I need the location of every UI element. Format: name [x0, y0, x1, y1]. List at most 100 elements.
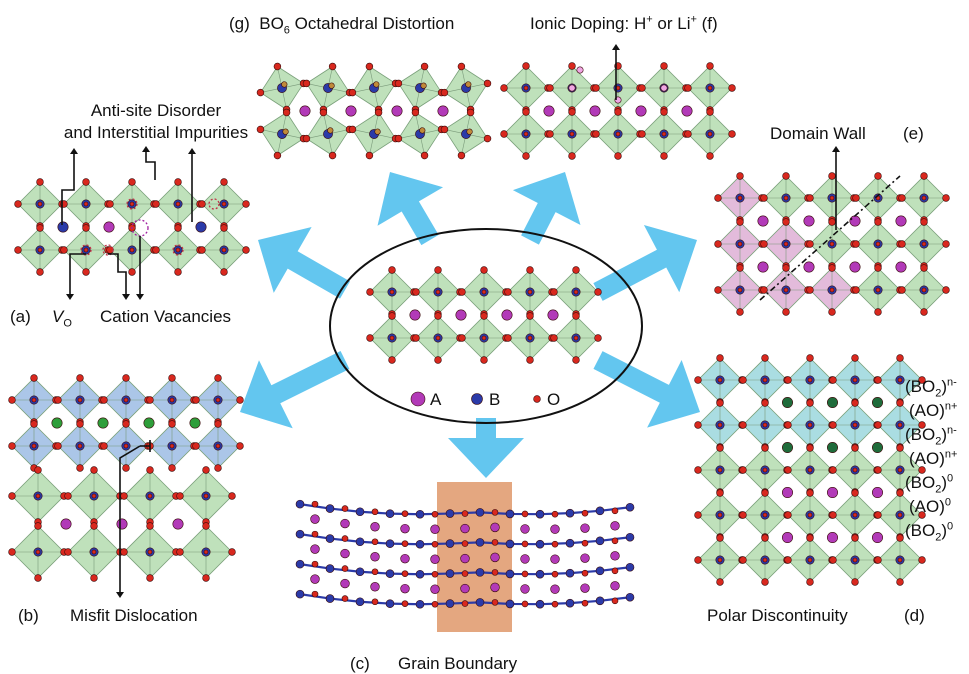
- oxygen-atom: [852, 512, 858, 518]
- domain-wall-line: [759, 175, 901, 301]
- oxygen-atom: [129, 201, 135, 207]
- oxygen-atom: [829, 556, 837, 564]
- oxygen-atom: [371, 568, 379, 576]
- oxygen-atom: [706, 152, 714, 160]
- distorted-oxygen: [327, 127, 334, 134]
- oxygen-atom: [896, 354, 904, 362]
- oxygen-atom: [202, 466, 210, 474]
- oxygen-atom: [829, 511, 837, 519]
- oxygen-atom: [34, 522, 42, 530]
- interstitial-pointer: [145, 150, 156, 180]
- pointer-head: [70, 148, 78, 154]
- oxygen-atom: [526, 356, 534, 364]
- vacancy-site: [172, 244, 184, 256]
- oxygen-atom: [717, 422, 723, 428]
- polar-layer-label: (BO2)n-: [905, 424, 957, 448]
- oxygen-atom: [783, 241, 789, 247]
- oxygen-atom: [198, 200, 206, 208]
- b-site-atom: [385, 599, 395, 608]
- oxygen-atom: [592, 84, 600, 92]
- pointer-head: [122, 294, 130, 300]
- oxygen-atom: [388, 356, 396, 364]
- b-site-atom: [325, 504, 335, 513]
- b-site-atom: [595, 566, 605, 576]
- oxygen-atom: [401, 570, 409, 577]
- defect-arrow: [512, 172, 581, 245]
- oxygen-atom: [273, 151, 282, 160]
- oxygen-atom: [500, 130, 508, 138]
- pointer-head: [188, 148, 196, 154]
- oxygen-atom: [569, 131, 575, 137]
- oxygen-atom: [221, 201, 227, 207]
- oxygen-atom: [461, 570, 469, 577]
- a-site-atom: [490, 552, 500, 563]
- a-site-atom: [635, 105, 647, 117]
- oxygen-atom: [366, 334, 374, 342]
- oxygen-atom: [660, 108, 668, 116]
- oxygen-atom: [761, 354, 769, 362]
- oxygen-atom: [54, 396, 62, 404]
- oxygen-atom: [736, 308, 744, 316]
- oxygen-atom: [638, 84, 646, 92]
- oxygen-atom: [174, 268, 182, 276]
- oxygen-atom: [706, 62, 714, 70]
- dopant-ion: [576, 66, 584, 74]
- oxygen-atom: [491, 509, 499, 516]
- oxygen-atom: [716, 578, 724, 586]
- panel-a-structure: [14, 178, 250, 276]
- oxygen-atom: [782, 264, 790, 272]
- a-site-atom: [460, 553, 470, 564]
- oxygen-atom: [146, 574, 154, 582]
- arrow-shape: [377, 172, 444, 246]
- oxygen-atom: [311, 500, 319, 508]
- a-site-atom: [370, 522, 380, 532]
- a-site-atom: [340, 578, 350, 589]
- distorted-oxygen: [373, 81, 380, 88]
- oxygen-atom: [175, 201, 181, 207]
- oxygen-atom: [175, 247, 181, 253]
- oxygen-atom: [34, 466, 42, 474]
- oxygen-atom: [146, 466, 154, 474]
- b-site-atom: [445, 569, 455, 578]
- oxygen-atom: [521, 510, 529, 518]
- oxygen-atom: [897, 422, 903, 428]
- b-site-atom: [385, 509, 395, 518]
- oxygen-atom: [806, 354, 814, 362]
- oxygen-atom: [481, 335, 487, 341]
- oxygen-atom: [483, 134, 492, 143]
- oxygen-atom: [573, 289, 579, 295]
- grain-boundary-region: [437, 482, 512, 632]
- oxygen-atom: [168, 374, 176, 382]
- oxygen-atom: [918, 376, 926, 384]
- oxygen-atom: [302, 134, 311, 143]
- oxygen-atom: [594, 334, 602, 342]
- oxygen-atom: [311, 560, 319, 568]
- a-site-atom: [116, 518, 128, 530]
- oxygen-atom: [440, 88, 449, 97]
- pointer-head: [136, 294, 144, 300]
- oxygen-atom: [504, 334, 512, 342]
- oxygen-atom: [76, 420, 84, 428]
- oxygen-atom: [220, 268, 228, 276]
- b-site-atom: [325, 594, 335, 603]
- oxygen-atom: [31, 443, 37, 449]
- oxygen-atom: [54, 442, 62, 450]
- b-site-atom: [325, 534, 335, 543]
- oxygen-atom: [852, 194, 860, 202]
- oxygen-atom: [898, 286, 906, 294]
- b-site-atom: [475, 598, 485, 607]
- oxygen-atom: [581, 569, 589, 577]
- oxygen-atom: [36, 268, 44, 276]
- oxygen-atom: [120, 548, 128, 556]
- oxygen-atom: [282, 108, 291, 117]
- oxygen-atom: [174, 224, 182, 232]
- oxygen-atom: [394, 134, 403, 143]
- oxygen-atom: [782, 308, 790, 316]
- oxygen-atom: [784, 466, 792, 474]
- oxygen-atom: [694, 511, 702, 519]
- panel-a-letter: (a): [10, 307, 31, 326]
- a-site-atom: [340, 548, 350, 559]
- oxygen-atom: [920, 308, 928, 316]
- oxygen-atom: [401, 510, 409, 517]
- a-site-atom: [803, 261, 815, 273]
